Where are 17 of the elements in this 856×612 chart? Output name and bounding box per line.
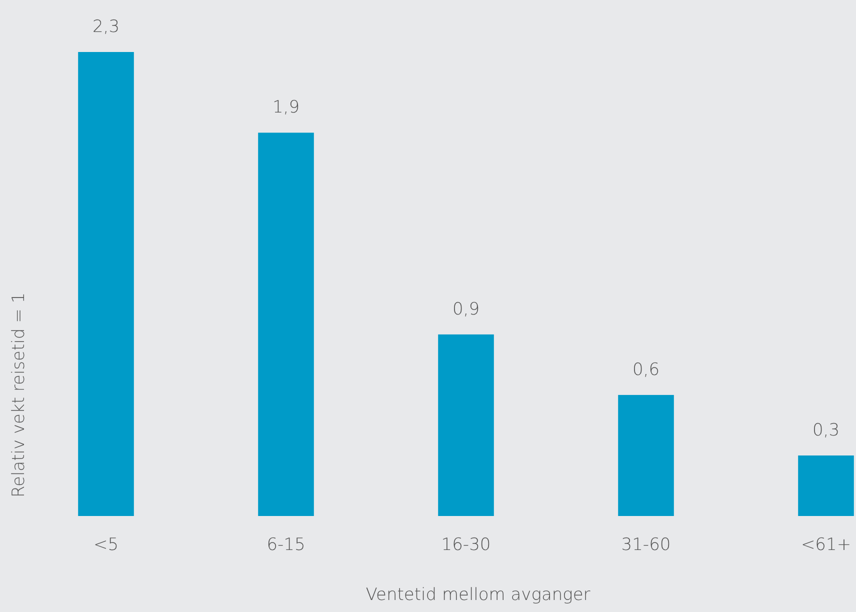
bar <box>258 132 314 516</box>
y-axis-title: Relativ vekt reisetid = 1 <box>9 292 29 498</box>
x-axis-title: Ventetid mellom avganger <box>366 585 590 605</box>
x-tick-label: 31-60 <box>621 535 671 556</box>
x-tick-label: 6-15 <box>266 535 306 556</box>
data-label: 0,3 <box>812 420 840 440</box>
bar <box>798 455 854 516</box>
data-label: 0,9 <box>452 299 480 320</box>
bar <box>618 394 674 516</box>
data-label: 1,9 <box>272 98 300 118</box>
x-tick-label: <61+ <box>800 535 852 556</box>
x-tick-label: 16-30 <box>441 535 491 556</box>
bar <box>78 52 134 516</box>
data-label: 2,3 <box>92 17 120 37</box>
bar <box>438 334 494 516</box>
x-tick-label: <5 <box>93 535 119 556</box>
data-label: 0,6 <box>632 360 660 380</box>
